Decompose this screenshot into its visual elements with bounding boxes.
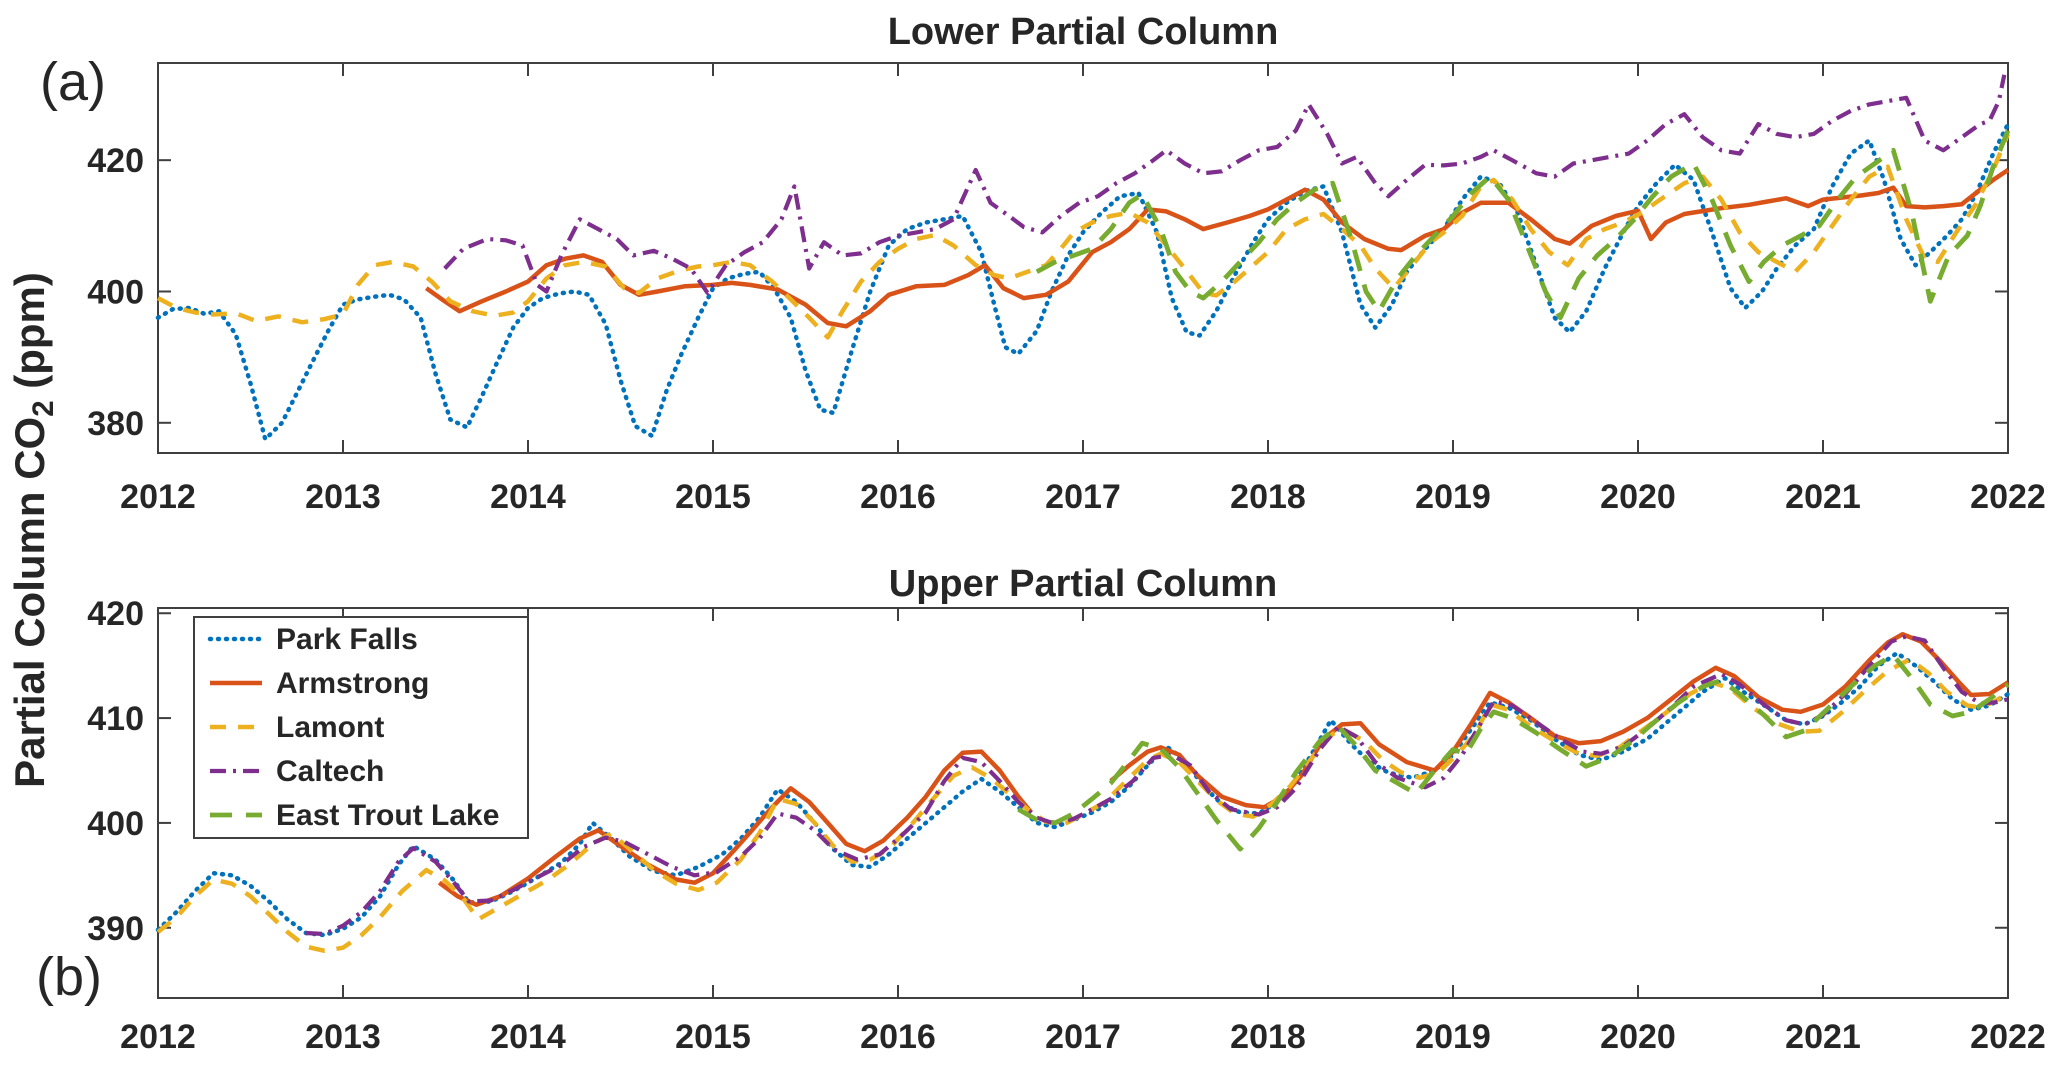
- series-east-trout-lake-a: [1035, 129, 2011, 321]
- x-tick-label-2021: 2021: [1785, 478, 1861, 516]
- x-tick-label-2012: 2012: [120, 478, 196, 516]
- panel-a-letter: (a): [40, 52, 106, 112]
- y-tick-label-420: 420: [87, 595, 144, 633]
- y-tick-label-410: 410: [87, 700, 144, 738]
- series-east-trout-lake-b: [1017, 652, 2010, 852]
- x-tick-label-2015: 2015: [675, 1018, 751, 1056]
- x-tick-label-2020: 2020: [1600, 1018, 1676, 1056]
- x-tick-label-2013: 2013: [305, 478, 381, 516]
- panel-b-letter: (b): [36, 947, 102, 1007]
- x-tick-label-2015: 2015: [675, 478, 751, 516]
- x-tick-label-2016: 2016: [860, 478, 936, 516]
- series-armstrong-b: [437, 631, 2010, 907]
- series-park-falls-b: [155, 650, 2011, 938]
- x-tick-label-2018: 2018: [1230, 478, 1306, 516]
- panel-a: 2012 2013 2014 2015 2016 2017 2018 2019 2020 2021…: [87, 11, 2046, 516]
- series-caltech-a: [443, 74, 2007, 295]
- y-tick-label-400: 400: [87, 273, 144, 311]
- x-tick-label-2017: 2017: [1045, 1018, 1121, 1056]
- x-tick-label-2019: 2019: [1415, 1018, 1491, 1056]
- series-park-falls-a: [155, 121, 2011, 442]
- x-tick-label-2021: 2021: [1785, 1018, 1861, 1056]
- x-tick-label-2022: 2022: [1970, 1018, 2046, 1056]
- x-tick-label-2014: 2014: [490, 478, 566, 516]
- panel-b-title: Upper Partial Column: [889, 563, 1278, 605]
- series-caltech-b: [305, 634, 2009, 937]
- y-tick-label-400: 400: [87, 805, 144, 843]
- y-tick-label-390: 390: [87, 910, 144, 948]
- series-lamont-a: [156, 133, 2011, 340]
- panel-a-title: Lower Partial Column: [888, 11, 1279, 53]
- legend-label-lamont: Lamont: [276, 711, 384, 744]
- series-armstrong-a: [424, 168, 2010, 329]
- y-tick-label-380: 380: [87, 405, 144, 443]
- x-tick-label-2022: 2022: [1970, 478, 2046, 516]
- legend-label-east-trout-lake: East Trout Lake: [276, 799, 499, 832]
- shared-y-axis-label: Partial Column CO2 (ppm): [6, 272, 60, 788]
- x-tick-label-2017: 2017: [1045, 478, 1121, 516]
- x-tick-label-2013: 2013: [305, 1018, 381, 1056]
- legend-label-armstrong: Armstrong: [276, 667, 429, 700]
- panel-a-axes-box: [157, 62, 2009, 454]
- x-tick-label-2019: 2019: [1415, 478, 1491, 516]
- x-tick-label-2016: 2016: [860, 1018, 936, 1056]
- x-tick-label-2012: 2012: [120, 1018, 196, 1056]
- x-tick-label-2020: 2020: [1600, 478, 1676, 516]
- series-lamont-b: [156, 657, 2010, 954]
- x-tick-label-2018: 2018: [1230, 1018, 1306, 1056]
- legend: Park Falls Armstrong Lamont Caltech East Tro…: [193, 616, 529, 839]
- legend-label-park-falls: Park Falls: [276, 623, 418, 656]
- panel-b: 2012 2013 2014 2015 2016 2017 2018 2019 2020 2021…: [87, 563, 2046, 1056]
- y-tick-label-420: 420: [87, 142, 144, 180]
- x-tick-label-2014: 2014: [490, 1018, 566, 1056]
- legend-label-caltech: Caltech: [276, 755, 384, 788]
